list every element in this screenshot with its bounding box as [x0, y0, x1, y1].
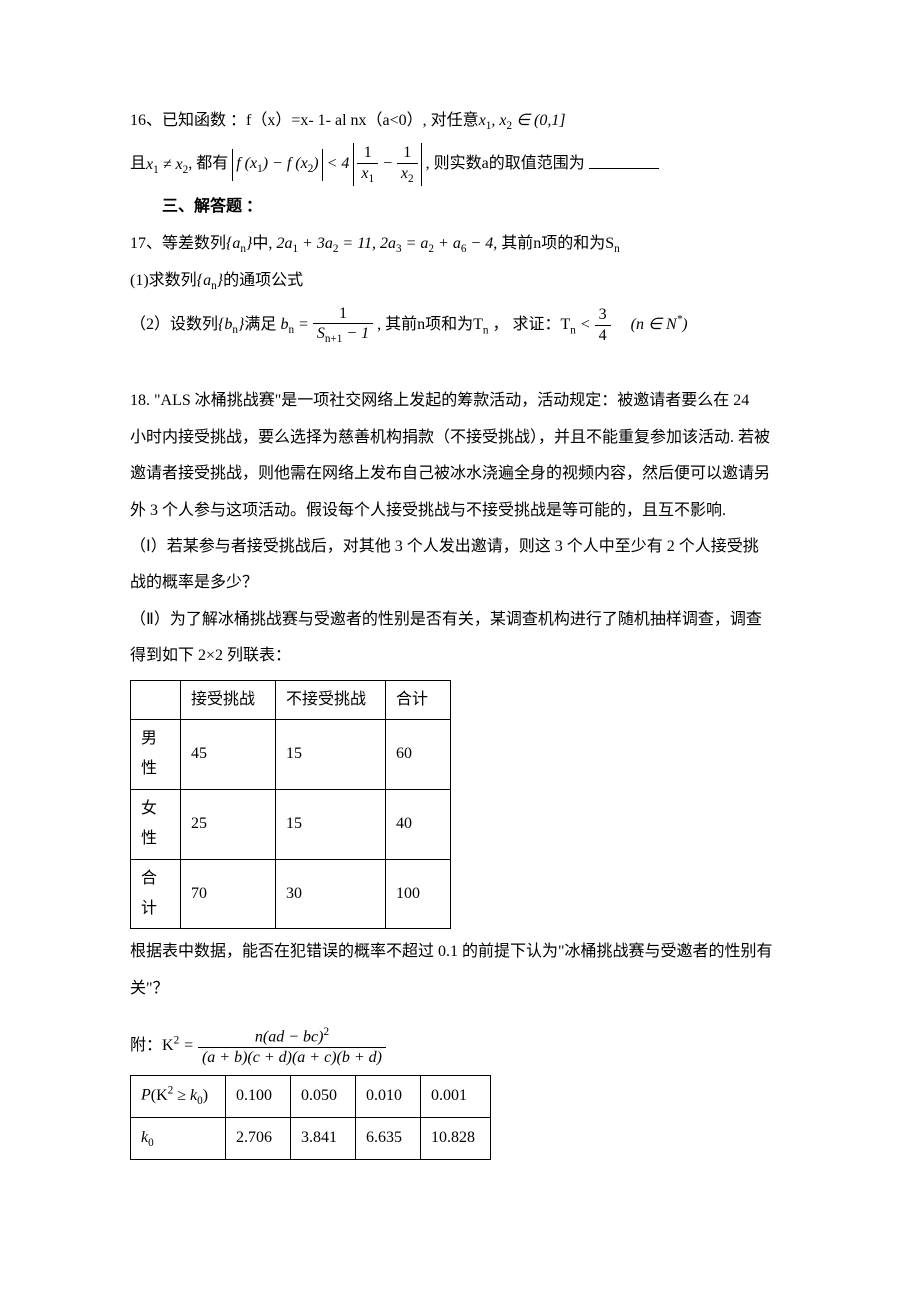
contingency-table: 接受挑战 不接受挑战 合计 男性 45 15 60 女性 25 15 40 合计…	[130, 680, 451, 930]
cell: 45	[181, 719, 276, 789]
frac-2: 1x2	[397, 143, 418, 186]
table-row: 合计 70 30 100	[131, 859, 451, 929]
cell: 合计	[131, 859, 181, 929]
cell: k0	[131, 1117, 226, 1159]
cell: 不接受挑战	[276, 680, 386, 719]
cell: 2.706	[226, 1117, 291, 1159]
cell: 25	[181, 789, 276, 859]
q16-x2: , x2	[491, 112, 512, 129]
after-t1-b: 关"？	[130, 974, 805, 1004]
frac-34: 34	[595, 305, 611, 344]
after-t1-a: 根据表中数据，能否在犯错误的概率不超过 0.1 的前提下认为"冰桶挑战赛与受邀者…	[130, 937, 805, 967]
q16-l2-a: 且	[130, 156, 146, 173]
frac-bn: 1 Sn+1 − 1	[313, 304, 373, 347]
k2-formula: n(ad − bc)2 (a + b)(c + d)(a + c)(b + d)	[198, 1026, 386, 1067]
cell: 3.841	[291, 1117, 356, 1159]
cell: 70	[181, 859, 276, 929]
q17-line1: 17、等差数列{an}中, 2a1 + 3a2 = 11, 2a3 = a2 +…	[130, 229, 805, 260]
cell: 0.050	[291, 1075, 356, 1117]
cell: 10.828	[421, 1117, 491, 1159]
abs-frac: 1x1 − 1x2	[353, 143, 421, 186]
q18-intro1: 18. "ALS 冰桶挑战赛"是一项社交网络上发起的筹款活动，活动规定：被邀请者…	[130, 386, 805, 416]
cell: 0.010	[356, 1075, 421, 1117]
table-row: 接受挑战 不接受挑战 合计	[131, 680, 451, 719]
appendix-formula: 附：K2 = n(ad − bc)2 (a + b)(c + d)(a + c)…	[130, 1026, 805, 1067]
frac-1: 1x1	[357, 143, 378, 186]
q17-part2: （2）设数列{bn}满足 bn = 1 Sn+1 − 1 , 其前n项和为Tn …	[130, 304, 805, 347]
abs-fx: f (x1) − f (x2)	[232, 149, 322, 180]
cell: 6.635	[356, 1117, 421, 1159]
q18-p1b: 战的概率是多少？	[130, 568, 805, 598]
table-row: 女性 25 15 40	[131, 789, 451, 859]
cell: 15	[276, 719, 386, 789]
q18-p2b: 得到如下 2×2 列联表：	[130, 641, 805, 671]
cell: 15	[276, 789, 386, 859]
q18-intro2: 小时内接受挑战，要么选择为慈善机构捐款（不接受挑战），并且不能重复参加该活动. …	[130, 423, 805, 453]
cell: 100	[386, 859, 451, 929]
cell: 0.100	[226, 1075, 291, 1117]
cell: 60	[386, 719, 451, 789]
cell: 女性	[131, 789, 181, 859]
table-row: P(K2 ≥ k0) 0.100 0.050 0.010 0.001	[131, 1075, 491, 1117]
cell: P(K2 ≥ k0)	[131, 1075, 226, 1117]
critical-value-table: P(K2 ≥ k0) 0.100 0.050 0.010 0.001 k0 2.…	[130, 1075, 491, 1160]
q16-x1: x1	[479, 112, 492, 129]
cell: 30	[276, 859, 386, 929]
section-3-heading: 三、解答题 ：	[162, 192, 805, 222]
q16-interval: ∈ (0,1]	[512, 112, 566, 129]
table-row: k0 2.706 3.841 6.635 10.828	[131, 1117, 491, 1159]
cell: 0.001	[421, 1075, 491, 1117]
q16-l1-a: 16、已知函数 ：f（x）=x- 1- al nx（a<0）, 对任意	[130, 112, 479, 129]
cell: 男性	[131, 719, 181, 789]
q18-p1a: （Ⅰ）若某参与者接受挑战后，对其他 3 个人发出邀请，则这 3 个人中至少有 2…	[130, 532, 805, 562]
q16-line1: 16、已知函数 ：f（x）=x- 1- al nx（a<0）, 对任意x1, x…	[130, 106, 805, 137]
cell: 接受挑战	[181, 680, 276, 719]
q18-intro3: 邀请者接受挑战，则他需在网络上发布自己被冰水浇遍全身的视频内容，然后便可以邀请另	[130, 459, 805, 489]
q17-part1: (1)求数列{an}的通项公式	[130, 266, 805, 297]
cell	[131, 680, 181, 719]
q16-line2: 且x1 ≠ x2, 都有 f (x1) − f (x2) < 4 1x1 − 1…	[130, 143, 805, 186]
q18-intro4: 外 3 个人参与这项活动。假设每个人接受挑战与不接受挑战是等可能的，且互不影响.	[130, 496, 805, 526]
answer-blank-16[interactable]	[589, 153, 659, 169]
table-row: 男性 45 15 60	[131, 719, 451, 789]
cell: 合计	[386, 680, 451, 719]
cell: 40	[386, 789, 451, 859]
q18-p2a: （Ⅱ）为了解冰桶挑战赛与受邀者的性别是否有关，某调查机构进行了随机抽样调查，调查	[130, 605, 805, 635]
